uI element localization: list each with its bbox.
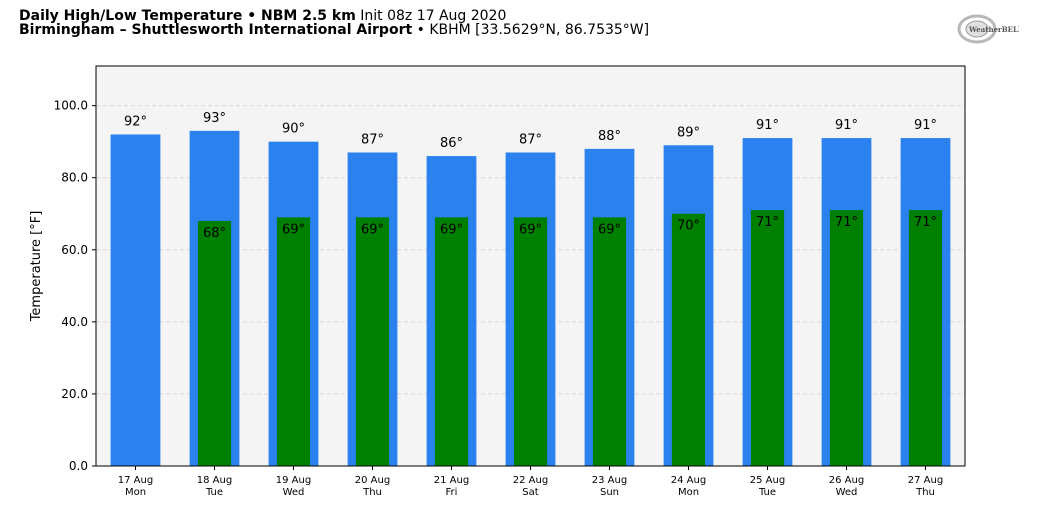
high-temp-label: 91° xyxy=(914,118,937,133)
high-temp-label: 87° xyxy=(519,132,542,147)
chart-subtitle: Birmingham – Shuttlesworth International… xyxy=(19,23,649,38)
y-tick-label: 0.0 xyxy=(69,459,88,473)
high-temp-label: 87° xyxy=(361,132,384,147)
x-tick-label-date: 23 Aug xyxy=(592,475,627,486)
high-temp-bar xyxy=(110,134,161,466)
low-temp-bar xyxy=(829,210,864,466)
high-temp-label: 93° xyxy=(203,111,226,126)
high-temp-label: 89° xyxy=(677,125,700,140)
x-tick-label-date: 18 Aug xyxy=(197,475,232,486)
x-tick-label-date: 25 Aug xyxy=(750,475,785,486)
init-time: Init 08z 17 Aug 2020 xyxy=(360,8,507,24)
bars: 92° 93° 68° 90° 69° 87° 69° 86° 69° 87° 69° 88° 69° 8… xyxy=(110,111,951,467)
low-temp-bar xyxy=(197,220,232,466)
x-tick-label-day: Mon xyxy=(678,487,699,498)
low-temp-bar xyxy=(592,217,627,466)
station-info: • KBHM [33.5629°N, 86.7535°W] xyxy=(416,22,650,38)
high-temp-label: 90° xyxy=(282,122,305,137)
x-tick-label-date: 26 Aug xyxy=(829,475,864,486)
title-main: Daily High/Low Temperature • NBM 2.5 km xyxy=(19,8,356,24)
x-tick-label-date: 27 Aug xyxy=(908,475,943,486)
x-tick-label-day: Thu xyxy=(915,487,935,498)
x-tick-label-day: Sat xyxy=(522,487,538,498)
low-temp-bar xyxy=(434,217,469,466)
low-temp-bar xyxy=(750,210,785,466)
x-tick-label-day: Tue xyxy=(758,487,776,498)
high-temp-label: 86° xyxy=(440,136,463,151)
high-temp-label: 88° xyxy=(598,129,621,144)
x-tick-label-date: 24 Aug xyxy=(671,475,706,486)
low-temp-label: 70° xyxy=(677,219,700,234)
y-tick-label: 40.0 xyxy=(61,315,88,329)
x-tick-label-date: 19 Aug xyxy=(276,475,311,486)
low-temp-label: 69° xyxy=(598,222,621,237)
low-temp-label: 69° xyxy=(361,222,384,237)
high-temp-label: 91° xyxy=(835,118,858,133)
x-tick-label-day: Sun xyxy=(600,487,619,498)
low-temp-label: 71° xyxy=(835,215,858,230)
weatherbell-logo: WeatherBELL xyxy=(957,14,1019,44)
low-temp-label: 69° xyxy=(440,222,463,237)
x-tick-label-date: 17 Aug xyxy=(118,475,153,486)
x-tick-label-day: Fri xyxy=(446,487,458,498)
x-tick-label-date: 21 Aug xyxy=(434,475,469,486)
x-tick-label-day: Mon xyxy=(125,487,146,498)
low-temp-bar xyxy=(513,217,548,466)
low-temp-bar xyxy=(671,213,706,466)
x-tick-label-day: Tue xyxy=(205,487,223,498)
x-tick-label-date: 22 Aug xyxy=(513,475,548,486)
x-tick-label-day: Wed xyxy=(283,487,305,498)
x-tick-label-day: Wed xyxy=(836,487,858,498)
location-name: Birmingham – Shuttlesworth International… xyxy=(19,22,413,38)
high-temp-label: 91° xyxy=(756,118,779,133)
x-tick-label-date: 20 Aug xyxy=(355,475,390,486)
svg-text:WeatherBELL: WeatherBELL xyxy=(968,25,1019,34)
chart-title: Daily High/Low Temperature • NBM 2.5 km … xyxy=(19,9,506,24)
low-temp-bar xyxy=(355,217,390,466)
y-tick-label: 100.0 xyxy=(54,99,88,113)
x-tick-label-day: Thu xyxy=(362,487,382,498)
high-temp-label: 92° xyxy=(124,114,147,129)
low-temp-label: 71° xyxy=(914,215,937,230)
y-tick-label: 80.0 xyxy=(61,171,88,185)
low-temp-bar xyxy=(276,217,311,466)
low-temp-label: 71° xyxy=(756,215,779,230)
y-tick-label: 20.0 xyxy=(61,387,88,401)
low-temp-bar xyxy=(908,210,943,466)
low-temp-label: 68° xyxy=(203,226,226,241)
y-tick-label: 60.0 xyxy=(61,243,88,257)
low-temp-label: 69° xyxy=(519,222,542,237)
y-axis-label: Temperature [°F] xyxy=(29,211,44,323)
low-temp-label: 69° xyxy=(282,222,305,237)
